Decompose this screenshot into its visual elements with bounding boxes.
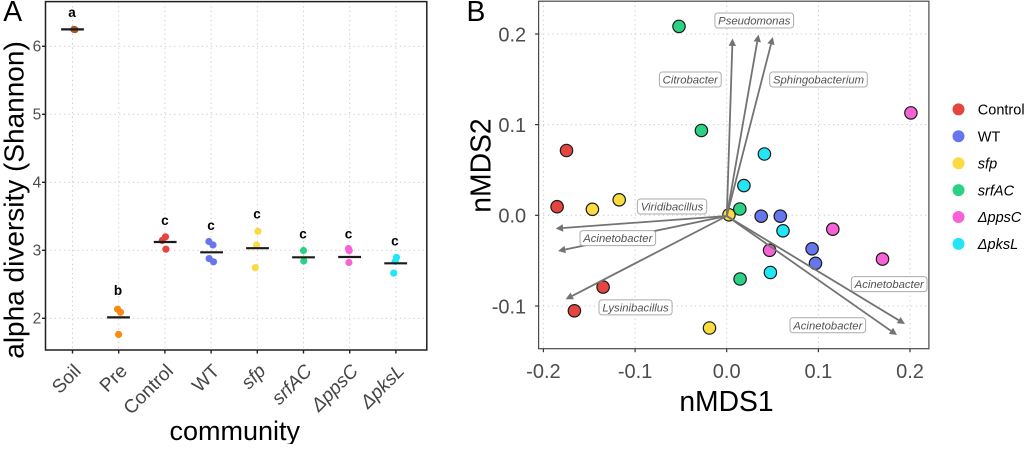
svg-text:Acinetobacter: Acinetobacter [854,279,925,291]
svg-text:-0.1: -0.1 [618,361,652,383]
svg-text:4: 4 [33,175,42,192]
svg-text:Citrobacter: Citrobacter [663,75,719,87]
svg-text:3: 3 [33,243,42,260]
svg-text:Lysinibacillus: Lysinibacillus [602,302,669,314]
svg-text:0.1: 0.1 [804,361,832,383]
svg-text:5: 5 [33,107,42,124]
svg-text:Control: Control [978,103,1024,119]
svg-text:c: c [391,234,399,249]
svg-text:Pseudomonas: Pseudomonas [718,16,791,28]
svg-text:c: c [299,227,307,242]
svg-text:c: c [253,206,261,221]
svg-text:B: B [467,0,486,27]
svg-text:0.1: 0.1 [498,115,526,137]
svg-text:c: c [207,218,215,233]
svg-text:sfp: sfp [978,156,997,172]
svg-text:WT: WT [978,130,1001,146]
svg-text:nMDS2: nMDS2 [465,118,497,212]
svg-text:Sphingobacterium: Sphingobacterium [773,75,864,87]
svg-text:0.0: 0.0 [498,206,526,228]
svg-text:6: 6 [33,39,42,56]
svg-text:-0.1: -0.1 [492,296,526,318]
svg-text:0.0: 0.0 [713,361,741,383]
svg-text:a: a [68,5,76,20]
svg-text:community: community [170,416,301,444]
svg-text:nMDS1: nMDS1 [679,385,773,417]
svg-text:0.2: 0.2 [498,24,526,46]
svg-text:ΔpksL: ΔpksL [977,237,1018,253]
svg-text:b: b [114,283,122,298]
svg-text:0.2: 0.2 [896,361,924,383]
svg-text:alpha diversity (Shannon): alpha diversity (Shannon) [0,41,30,359]
svg-text:Acinetobacter: Acinetobacter [582,233,653,245]
svg-text:ΔppsC: ΔppsC [977,210,1022,226]
svg-text:c: c [161,213,169,228]
svg-text:Acinetobacter: Acinetobacter [792,320,863,332]
svg-text:c: c [345,227,353,242]
svg-text:A: A [3,0,22,27]
svg-text:srfAC: srfAC [978,183,1015,199]
svg-text:2: 2 [33,311,42,328]
svg-text:-0.2: -0.2 [526,361,560,383]
svg-text:Viridibacillus: Viridibacillus [641,202,704,214]
